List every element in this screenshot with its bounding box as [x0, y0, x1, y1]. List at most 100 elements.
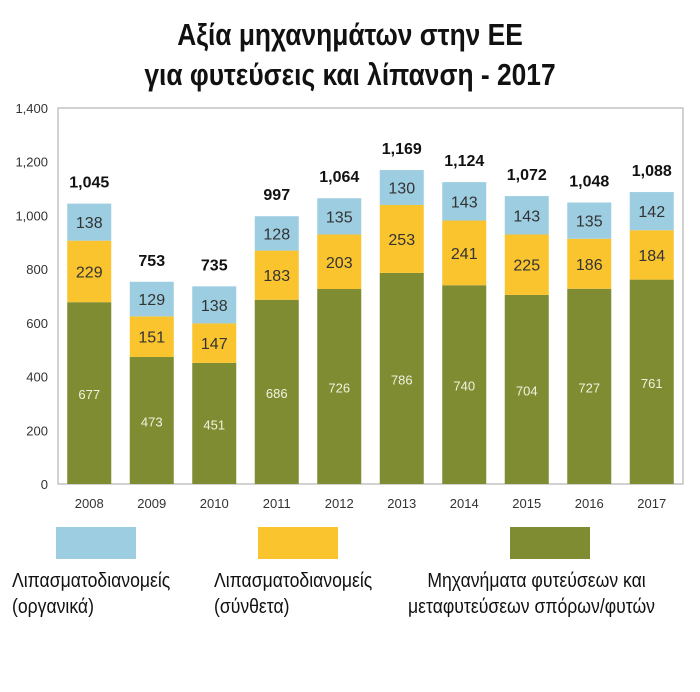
bar-segment-organic [129, 281, 174, 317]
chart-plot: 0 200 400 600 800 1,000 1,200 1,400 677 229 138 1,0… [15, 101, 684, 511]
data-label: 138 [201, 298, 228, 315]
y-tick-label: 1,200 [15, 155, 48, 170]
bar-segment-compound [442, 220, 487, 286]
legend-label-line: (σύνθετα) [214, 596, 290, 618]
bar-segment-planting [629, 279, 674, 484]
bar-segment-organic [379, 170, 424, 205]
data-label: 451 [203, 417, 225, 432]
bar-segment-planting [192, 362, 237, 484]
legend-label-line: Λιπασματοδιανομείς [214, 570, 373, 592]
data-label: 473 [141, 414, 163, 429]
data-label: 135 [326, 209, 353, 226]
data-label: 186 [576, 257, 603, 274]
total-label: 753 [138, 253, 165, 270]
legend-label-line: μεταφυτεύσεων σπόρων/φυτών [408, 596, 655, 618]
x-tick-label: 2008 [75, 496, 104, 511]
data-label: 138 [76, 215, 103, 232]
y-tick-label: 1,400 [15, 101, 48, 116]
bar-segment-compound [317, 234, 362, 290]
data-label: 229 [76, 264, 103, 281]
legend-swatch-planting [510, 527, 590, 559]
data-label: 151 [138, 330, 165, 347]
bar-segment-compound [567, 238, 612, 289]
bar-segment-compound [379, 204, 424, 273]
bar-segment-organic [317, 198, 362, 235]
y-tick-label: 0 [41, 477, 48, 492]
x-tick-label: 2009 [137, 496, 166, 511]
bar-segment-compound [254, 250, 299, 300]
x-tick-label: 2012 [325, 496, 354, 511]
x-tick-label: 2013 [387, 496, 416, 511]
total-label: 1,088 [632, 163, 672, 180]
data-label: 225 [513, 258, 540, 275]
data-label: 677 [78, 387, 100, 402]
legend-swatch-compound [258, 527, 338, 559]
legend-label-line: (οργανικά) [12, 596, 94, 618]
bar-segment-compound [129, 316, 174, 357]
bar-segment-compound [504, 234, 549, 295]
plot-frame [57, 107, 684, 485]
data-label: 241 [451, 246, 478, 263]
data-label: 147 [201, 336, 228, 353]
x-tick-label: 2011 [263, 496, 291, 511]
bar-segment-organic [567, 202, 612, 239]
data-label: 704 [516, 383, 538, 398]
data-label: 203 [326, 255, 353, 272]
bar-segment-planting [67, 302, 112, 484]
data-label: 143 [451, 194, 478, 211]
y-tick-label: 200 [26, 423, 48, 438]
y-tick-label: 800 [26, 262, 48, 277]
x-tick-label: 2016 [575, 496, 604, 511]
bar-segment-organic [67, 203, 112, 241]
x-tick-label: 2015 [512, 496, 541, 511]
legend-label-planting: Μηχανήματα φυτεύσεων και μεταφυτεύσεων σ… [408, 568, 655, 620]
bar-segment-organic [254, 216, 299, 251]
bar-segment-compound [67, 240, 112, 303]
data-label: 135 [576, 214, 603, 231]
chart-title-line1: Αξία μηχανημάτων στην ΕΕ [177, 17, 523, 52]
data-label: 726 [328, 381, 350, 396]
y-tick-label: 1,000 [15, 208, 48, 223]
bar-segment-organic [442, 182, 487, 221]
y-tick-label: 400 [26, 370, 48, 385]
total-label: 1,124 [444, 153, 484, 170]
data-label: 128 [263, 226, 290, 243]
data-label: 761 [641, 376, 663, 391]
data-label: 129 [138, 292, 165, 309]
bar-segment-planting [254, 299, 299, 484]
x-tick-label: 2017 [637, 496, 666, 511]
bar-segment-organic [504, 196, 549, 235]
chart-title-line2: για φυτεύσεις και λίπανση - 2017 [144, 57, 556, 92]
total-label: 1,048 [569, 174, 609, 191]
data-label: 786 [391, 372, 413, 387]
data-label: 183 [263, 268, 290, 285]
total-label: 1,072 [507, 167, 547, 184]
total-label: 1,064 [319, 169, 359, 186]
legend-label-line: Λιπασματοδιανομείς [12, 570, 171, 592]
total-label: 997 [263, 187, 290, 204]
bar-segment-planting [129, 356, 174, 484]
total-label: 1,169 [382, 141, 422, 158]
bar-segment-planting [317, 289, 362, 484]
data-label: 184 [638, 248, 665, 265]
data-label: 143 [513, 208, 540, 225]
bar-segment-compound [629, 230, 674, 280]
bar-segment-planting [379, 272, 424, 484]
x-tick-label: 2014 [450, 496, 479, 511]
data-label: 686 [266, 386, 288, 401]
bar-segment-organic [192, 286, 237, 324]
total-label: 735 [201, 257, 228, 274]
bar-segment-planting [442, 285, 487, 484]
data-label: 130 [388, 180, 415, 197]
data-label: 740 [453, 379, 475, 394]
data-label: 727 [578, 380, 600, 395]
x-tick-label: 2010 [200, 496, 229, 511]
bar-segment-compound [192, 323, 237, 363]
bar-segment-planting [567, 288, 612, 484]
data-label: 142 [638, 204, 665, 221]
total-label: 1,045 [69, 175, 109, 192]
legend-swatch-organic [56, 527, 136, 559]
legend-label-line: Μηχανήματα φυτεύσεων και [427, 570, 646, 592]
y-tick-label: 600 [26, 316, 48, 331]
bar-segment-organic [629, 192, 674, 231]
